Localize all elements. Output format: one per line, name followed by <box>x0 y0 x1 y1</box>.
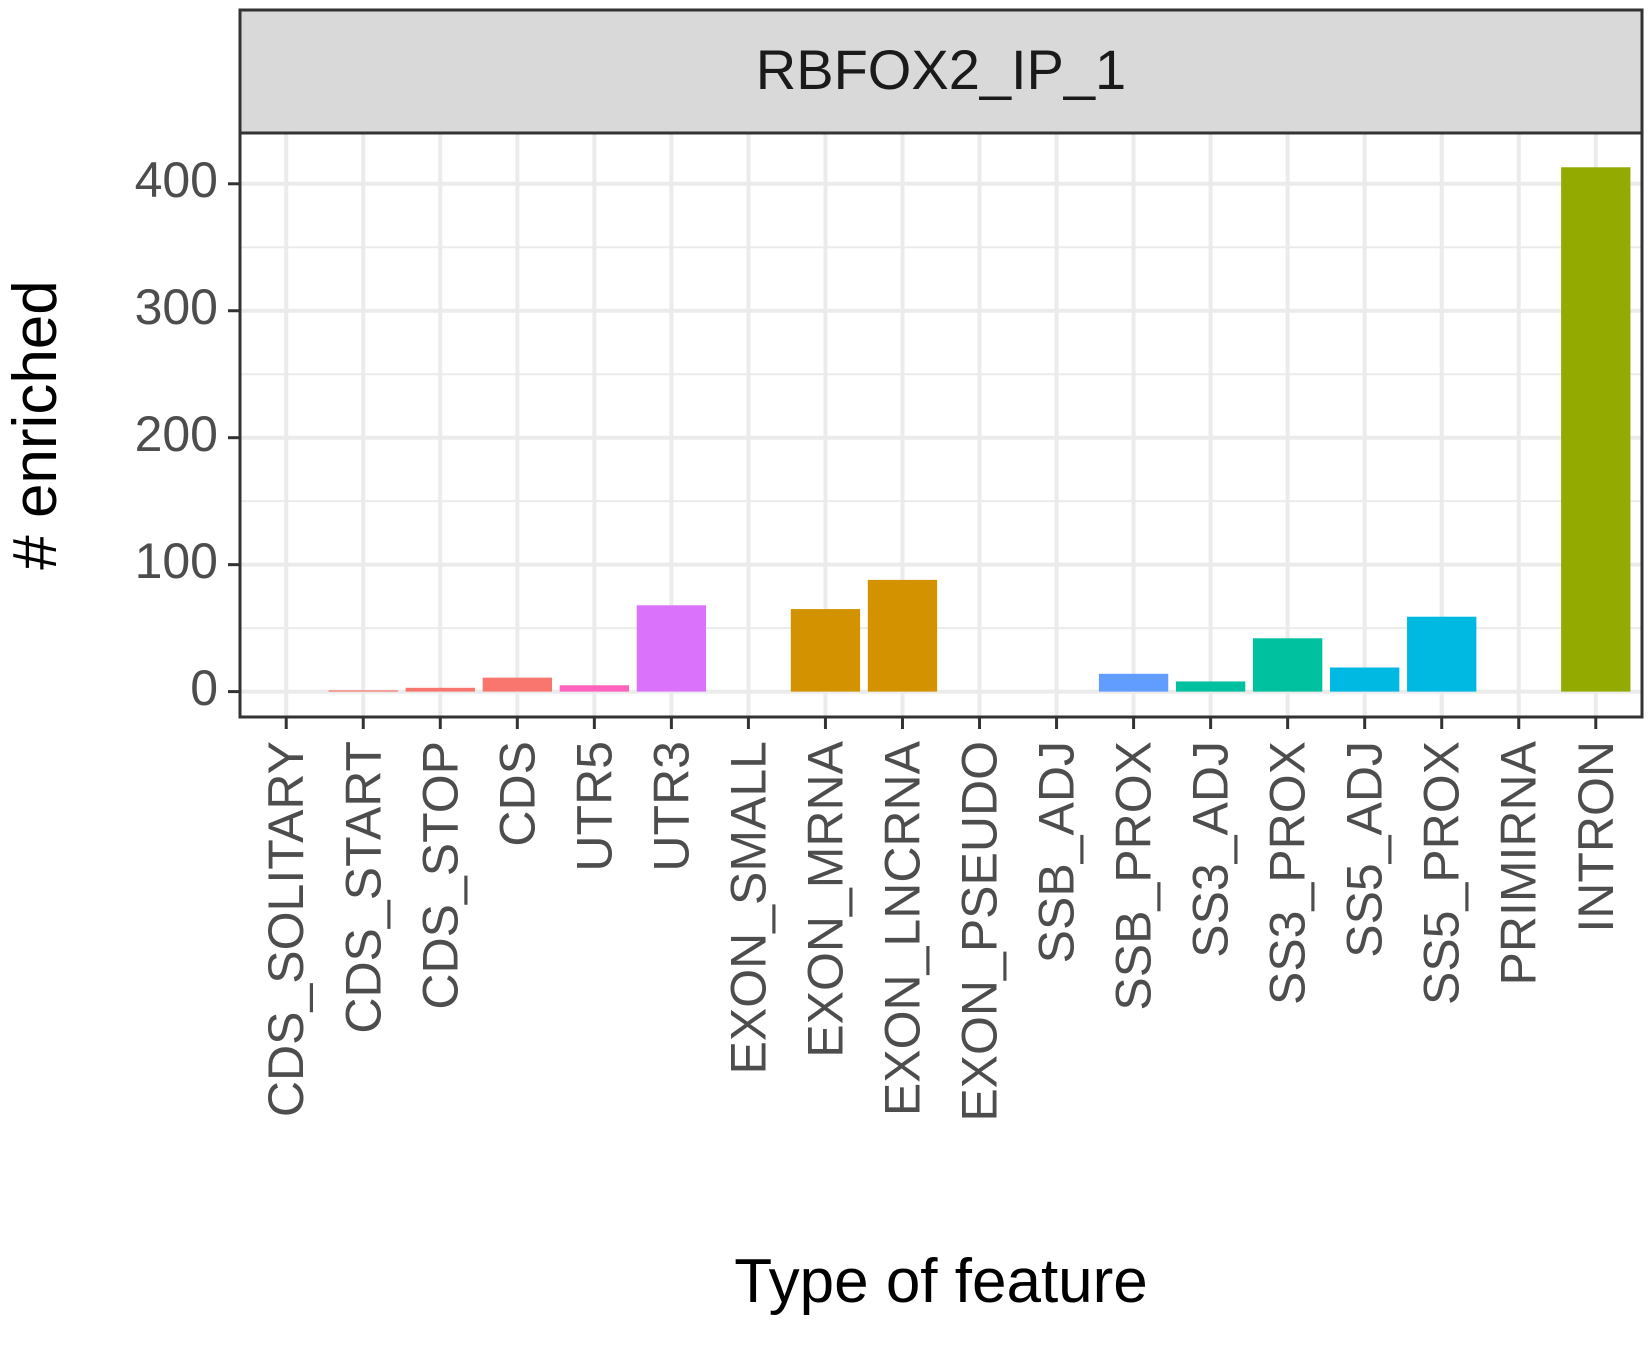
x-tick-label: UTR3 <box>643 741 699 872</box>
bar-utr3 <box>636 605 707 692</box>
x-tick-label: UTR5 <box>566 741 622 872</box>
bar-cds-stop <box>405 687 475 692</box>
bar-exon-lncrna <box>867 579 938 692</box>
y-axis-title: # enriched <box>1 280 70 570</box>
bar-ss3-prox <box>1252 638 1323 692</box>
bar-cds-start <box>328 690 398 692</box>
x-tick-label: INTRON <box>1568 741 1624 933</box>
x-axis: CDS_SOLITARY CDS_START CDS_STOP CDS UTR5 UTR3… <box>258 717 1624 1122</box>
y-tick-label: 0 <box>190 660 218 716</box>
bar-ssb-prox <box>1098 673 1169 692</box>
x-axis-title: Type of feature <box>734 1247 1148 1316</box>
panel-title: RBFOX2_IP_1 <box>756 38 1126 101</box>
x-tick-label: EXON_MRNA <box>797 740 853 1057</box>
x-tick-label: CDS_START <box>335 741 391 1034</box>
bars <box>328 167 1631 692</box>
y-tick-label: 200 <box>135 406 218 462</box>
bar-ss5-prox <box>1407 616 1477 692</box>
bar-intron <box>1561 167 1631 692</box>
x-tick-label: PRIMIRNA <box>1491 740 1547 985</box>
facet-strip <box>238 8 1644 135</box>
x-tick-label: SS3_ADJ <box>1183 741 1239 958</box>
y-tick-label: 300 <box>135 279 218 335</box>
y-tick-label: 400 <box>135 152 218 208</box>
x-tick-label: CDS_SOLITARY <box>258 741 314 1117</box>
bar-cds <box>482 677 552 692</box>
x-tick-label: SS5_ADJ <box>1337 741 1393 958</box>
bar-ss3-adj <box>1175 681 1246 692</box>
bar-utr5 <box>559 685 630 692</box>
x-tick-label: CDS <box>489 741 545 847</box>
x-tick-label: EXON_LNCRNA <box>874 740 930 1116</box>
bar-ss5-adj <box>1330 667 1400 692</box>
x-tick-label: SSB_PROX <box>1106 741 1162 1011</box>
x-tick-label: SSB_ADJ <box>1029 741 1085 963</box>
x-tick-label: EXON_SMALL <box>720 741 776 1074</box>
panel-border <box>238 131 1644 719</box>
x-tick-label: SS5_PROX <box>1414 741 1470 1005</box>
bar-exon-mrna <box>790 609 861 692</box>
x-tick-label: CDS_STOP <box>412 741 468 1010</box>
y-axis: 0 100 200 300 400 <box>135 152 240 716</box>
y-tick-label: 100 <box>135 533 218 589</box>
x-tick-label: SS3_PROX <box>1260 741 1316 1005</box>
x-tick-label: EXON_PSEUDO <box>952 741 1008 1122</box>
